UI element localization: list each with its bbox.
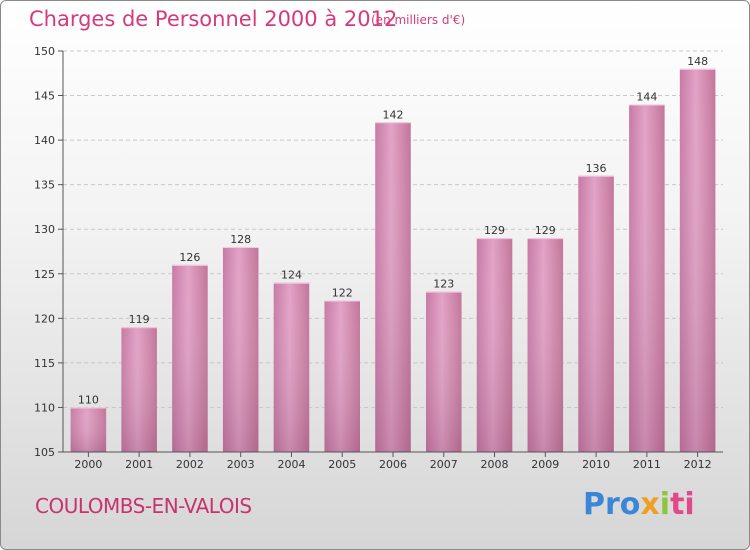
bar-shade xyxy=(578,175,614,452)
data-label: 142 xyxy=(383,108,404,121)
data-label: 148 xyxy=(687,55,708,68)
bar-shade xyxy=(679,68,716,453)
data-label: 122 xyxy=(332,287,353,300)
y-tick-label: 115 xyxy=(34,357,55,370)
data-label: 129 xyxy=(484,224,505,237)
y-tick-label: 125 xyxy=(34,268,55,281)
x-tick-label: 2006 xyxy=(379,458,407,471)
bar-shade xyxy=(629,104,665,452)
commune-name: COULOMBS-EN-VALOIS xyxy=(35,494,252,518)
x-tick-label: 2008 xyxy=(481,458,509,471)
data-label: 119 xyxy=(129,313,150,326)
x-tick-label: 2005 xyxy=(328,458,356,471)
logo-part-3: i xyxy=(659,487,671,522)
x-tick-label: 2003 xyxy=(227,458,255,471)
bar-shade xyxy=(527,238,564,452)
data-label: 110 xyxy=(78,393,99,406)
proxiti-logo: Proxiti xyxy=(583,487,695,522)
x-tick-label: 2004 xyxy=(277,458,305,471)
bar-shade xyxy=(273,282,310,452)
bar-shade xyxy=(121,327,157,452)
bar-shade xyxy=(324,300,360,452)
x-tick-label: 2011 xyxy=(633,458,661,471)
bar-shade xyxy=(375,122,411,453)
chart-title: Charges de Personnel 2000 à 2012 xyxy=(29,7,398,31)
data-label: 144 xyxy=(636,90,657,103)
bar-shade xyxy=(222,247,259,452)
x-tick-label: 2002 xyxy=(176,458,204,471)
y-tick-label: 145 xyxy=(34,90,55,103)
y-tick-label: 120 xyxy=(34,312,55,325)
data-label: 136 xyxy=(586,162,607,175)
x-tick-label: 2007 xyxy=(430,458,458,471)
bar-shade xyxy=(476,238,513,452)
x-tick-label: 2000 xyxy=(74,458,102,471)
y-tick-label: 130 xyxy=(34,223,55,236)
data-label: 129 xyxy=(535,224,556,237)
unit-note: (en milliers d'€) xyxy=(371,13,466,27)
data-label: 128 xyxy=(230,233,251,246)
x-tick-label: 2010 xyxy=(582,458,610,471)
bar-shade xyxy=(172,264,208,452)
logo-part-4: ti xyxy=(670,487,695,522)
bar-shade xyxy=(70,407,107,452)
data-label: 124 xyxy=(281,269,302,282)
data-label: 126 xyxy=(179,251,200,264)
bar-shade xyxy=(426,291,462,452)
y-tick-label: 105 xyxy=(34,446,55,459)
x-tick-label: 2009 xyxy=(531,458,559,471)
y-tick-label: 110 xyxy=(34,401,55,414)
x-tick-label: 2001 xyxy=(125,458,153,471)
logo-part-1: Pro xyxy=(583,487,641,522)
x-tick-label: 2012 xyxy=(684,458,712,471)
logo-part-2: x xyxy=(640,487,660,522)
y-tick-label: 135 xyxy=(34,179,55,192)
data-label: 123 xyxy=(433,278,454,291)
y-tick-label: 140 xyxy=(34,134,55,147)
y-tick-label: 150 xyxy=(34,45,55,58)
